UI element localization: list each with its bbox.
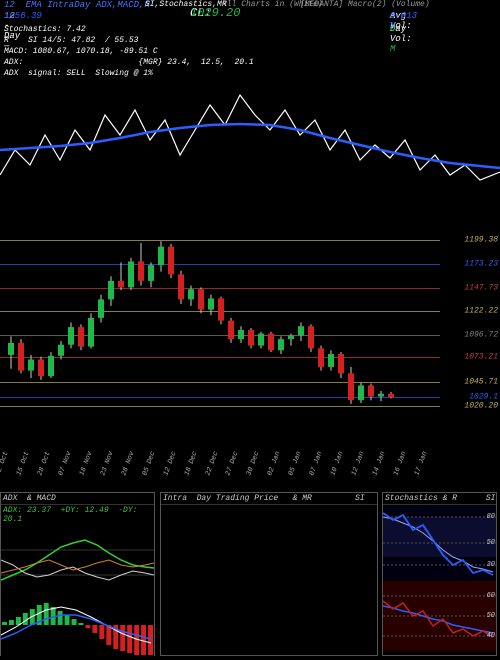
- rsi-value: R SI 14/5: 47.82 / 55.53: [4, 35, 254, 46]
- adx-macd-title: ADX & MACD: [1, 493, 154, 505]
- x-tick: 05 Jan: [288, 450, 304, 476]
- stoch-level: 30: [487, 561, 495, 569]
- level-price-label: 1096.72: [464, 330, 498, 339]
- rsi-level: 50: [487, 612, 495, 620]
- x-tick: 28 Oct: [36, 450, 52, 476]
- rsi-level: 40: [487, 632, 495, 640]
- x-tick: 02 Oct: [0, 450, 10, 476]
- x-tick: 07 Nov: [57, 450, 73, 476]
- ind-list-2: SI,Stochastics,MR: [145, 0, 227, 9]
- x-tick: 07 Jan: [309, 450, 325, 476]
- level-price-label: 1147.73: [464, 283, 498, 292]
- symbol-label: [MEDANTA] Macro(2) (Volume): [300, 0, 430, 9]
- ind-list-1: 12 EMA IntraDay ADX,MACD,R: [4, 0, 150, 10]
- adx-value: ADX: {MGR} 23.4, 12.5, 20.1: [4, 57, 254, 68]
- adx-macd-panel[interactable]: ADX & MACD ADX: 23.37 +DY: 12.49 -DY: 20…: [0, 492, 155, 656]
- x-tick: 16 Jan: [392, 450, 408, 476]
- adx-signal: ADX signal: SELL Slowing @ 1%: [4, 68, 254, 79]
- x-tick: 27 Dec: [225, 450, 241, 476]
- adx-readout: ADX: 23.37 +DY: 12.49 -DY: 20.1: [1, 505, 154, 525]
- x-tick: 17 Jan: [413, 450, 429, 476]
- x-tick: 15 Oct: [15, 450, 31, 476]
- level-price-label: 1199.38: [464, 235, 498, 244]
- x-tick: 14 Jan: [371, 450, 387, 476]
- x-tick: 12 Dec: [162, 450, 178, 476]
- level-price-label: 1173.23: [464, 260, 498, 269]
- x-tick: 12 Jan: [351, 450, 367, 476]
- x-tick: 23 Nov: [99, 450, 115, 476]
- rsi-level: 60: [487, 592, 495, 600]
- x-tick: 18 Dec: [183, 450, 199, 476]
- x-tick: 02 Jan: [267, 450, 283, 476]
- macd-value: MACD: 1080.67, 1070.18, -89.51 C: [4, 46, 254, 57]
- candlestick-panel[interactable]: 1199.38 1173.23 1147.73 1122.22 1096.72 1073.…: [0, 230, 500, 458]
- stoch-rsi-title: Stochastics & R SI: [383, 493, 496, 505]
- stoch-rsi-panel[interactable]: Stochastics & R SI 80 50 30 60 50 40: [382, 492, 497, 656]
- ema-line-panel[interactable]: [0, 80, 500, 215]
- x-tick: 18 Nov: [78, 450, 94, 476]
- intraday-panel[interactable]: Intra Day Trading Price & MR SI: [160, 492, 378, 656]
- stoch-level: 80: [487, 513, 495, 521]
- x-axis-dates: 02 Oct15 Oct28 Oct07 Nov18 Nov23 Nov28 N…: [0, 420, 440, 460]
- x-tick: 10 Jan: [330, 450, 346, 476]
- x-tick: 28 Nov: [120, 450, 136, 476]
- x-tick: 05 Dec: [141, 450, 157, 476]
- x-tick: 30 Dec: [246, 450, 262, 476]
- level-price-label: 1073.21: [464, 352, 498, 361]
- stoch-value: Stochastics: 7.42: [4, 24, 254, 35]
- level-price-label: 1122.22: [464, 307, 498, 316]
- indicator-readout: Stochastics: 7.42 R SI 14/5: 47.82 / 55.…: [4, 24, 254, 79]
- stoch-level: 50: [487, 539, 495, 547]
- x-tick: 22 Dec: [204, 450, 220, 476]
- intraday-title: Intra Day Trading Price & MR SI: [161, 493, 377, 505]
- level-price-label: 1045.71: [464, 377, 498, 386]
- level-price-label: 1020.20: [464, 401, 498, 410]
